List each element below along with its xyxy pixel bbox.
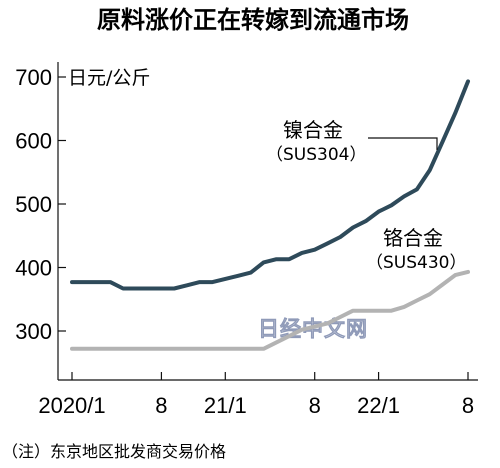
y-tick-label: 400 <box>15 256 52 281</box>
x-tick-label: 2020/1 <box>38 393 105 418</box>
y-tick-label: 300 <box>15 319 52 344</box>
x-tick-label: 22/1 <box>357 393 400 418</box>
series-label-sus304-code: （SUS304） <box>266 145 366 165</box>
chart-title: 原料涨价正在转嫁到流通市场 <box>97 6 409 34</box>
series-lines <box>70 79 470 351</box>
y-ticks: 300 400 500 600 700 <box>15 65 66 344</box>
x-ticks: 2020/1 8 21/1 8 22/1 8 <box>38 372 474 418</box>
x-tick-label: 8 <box>309 393 321 418</box>
y-tick-label: 600 <box>15 129 52 154</box>
x-tick-label: 8 <box>462 393 474 418</box>
footnote: （注）东京地区批发商交易价格 <box>2 442 226 461</box>
y-axis-unit: 日元/公斤 <box>68 67 150 89</box>
series-line-sus304 <box>70 79 470 291</box>
series-leader-sus304 <box>368 137 438 150</box>
series-label-sus430-name: 铬合金 <box>383 226 443 250</box>
series-label-sus430-code: （SUS430） <box>366 253 466 273</box>
y-tick-label: 700 <box>15 65 52 90</box>
series-label-sus304-name: 镍合金 <box>283 118 343 142</box>
series-line-sus430 <box>70 269 470 351</box>
y-tick-label: 500 <box>15 192 52 217</box>
x-tick-label: 21/1 <box>204 393 247 418</box>
x-tick-label: 8 <box>155 393 167 418</box>
